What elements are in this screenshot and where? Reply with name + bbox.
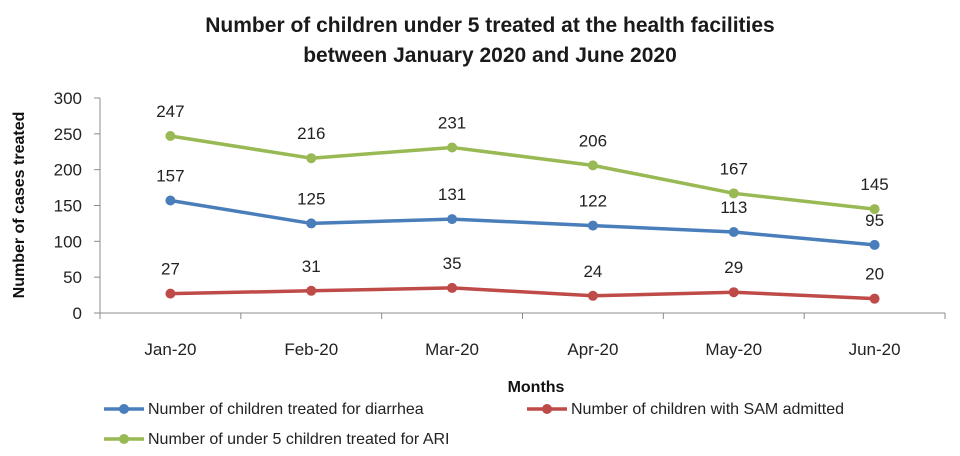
legend-swatch-marker — [119, 404, 129, 414]
legend-label: Number of under 5 children treated for A… — [148, 431, 450, 448]
data-label: 167 — [720, 159, 748, 178]
data-point — [306, 285, 317, 296]
legend-label: Number of children with SAM admitted — [571, 401, 844, 418]
data-point — [869, 204, 880, 215]
data-point — [306, 153, 317, 164]
data-label: 131 — [438, 185, 466, 204]
data-label: 113 — [720, 198, 747, 217]
series-layer — [165, 130, 880, 304]
legend-label: Number of children treated for diarrhea — [148, 401, 424, 418]
y-tick-label: 250 — [54, 125, 82, 144]
axes — [99, 98, 945, 314]
data-point — [165, 288, 176, 299]
legend: Number of children treated for diarrhea N… — [104, 401, 844, 448]
data-point — [447, 214, 458, 225]
x-tick-label: Jun-20 — [849, 340, 901, 359]
data-point — [869, 239, 880, 250]
data-point — [869, 293, 880, 304]
data-label: 206 — [579, 131, 607, 150]
y-tick-label: 50 — [63, 268, 82, 287]
legend-swatch-marker — [542, 404, 552, 414]
data-point — [728, 287, 739, 298]
series-sam-line — [170, 286, 875, 301]
data-label: 31 — [302, 257, 321, 276]
x-tick-label: Feb-20 — [284, 340, 338, 359]
data-label: 231 — [438, 113, 466, 132]
data-label: 24 — [583, 262, 602, 281]
chart-title-line-1: Number of children under 5 treated at th… — [205, 14, 774, 37]
data-label: 95 — [865, 211, 884, 230]
y-ticks: 0 50 100 150 200 250 300 — [54, 89, 100, 323]
legend-swatch-marker — [119, 434, 129, 444]
data-point — [306, 218, 317, 229]
data-label: 145 — [860, 175, 888, 194]
data-point — [447, 282, 458, 293]
data-label: 27 — [161, 260, 180, 279]
data-label: 216 — [297, 124, 325, 143]
data-label: 20 — [865, 265, 884, 284]
y-tick-label: 150 — [54, 197, 82, 216]
data-point — [728, 188, 739, 199]
y-tick-label: 100 — [54, 232, 82, 251]
data-label: 29 — [724, 258, 743, 277]
data-label: 157 — [156, 166, 184, 185]
x-axis-title: Months — [508, 379, 565, 396]
data-point — [728, 227, 739, 238]
data-point — [587, 160, 598, 171]
x-tick-label: May-20 — [705, 340, 762, 359]
data-point — [165, 195, 176, 206]
series-ari-line — [170, 134, 875, 211]
data-label: 125 — [297, 189, 325, 208]
x-tick-label: Jan-20 — [144, 340, 196, 359]
y-tick-label: 0 — [73, 304, 82, 323]
y-tick-label: 300 — [54, 89, 82, 108]
chart-title-line-2: between January 2020 and June 2020 — [303, 44, 677, 67]
data-label: 122 — [579, 192, 607, 211]
data-labels: 157 125 131 122 113 95 27 31 35 24 29 20 247 216 231 20… — [156, 102, 889, 284]
data-point — [587, 220, 598, 231]
data-point — [165, 130, 176, 141]
x-ticks: Jan-20 Feb-20 Mar-20 Apr-20 May-20 Jun-20 — [99, 313, 946, 359]
series-diarrhea-line — [170, 198, 875, 247]
x-tick-label: Apr-20 — [567, 340, 618, 359]
data-point — [587, 290, 598, 301]
data-label: 35 — [443, 254, 462, 273]
data-label: 247 — [156, 102, 184, 121]
data-point — [447, 142, 458, 153]
y-axis-title: Number of cases treated — [11, 112, 28, 299]
y-tick-label: 200 — [54, 161, 82, 180]
x-tick-label: Mar-20 — [425, 340, 479, 359]
